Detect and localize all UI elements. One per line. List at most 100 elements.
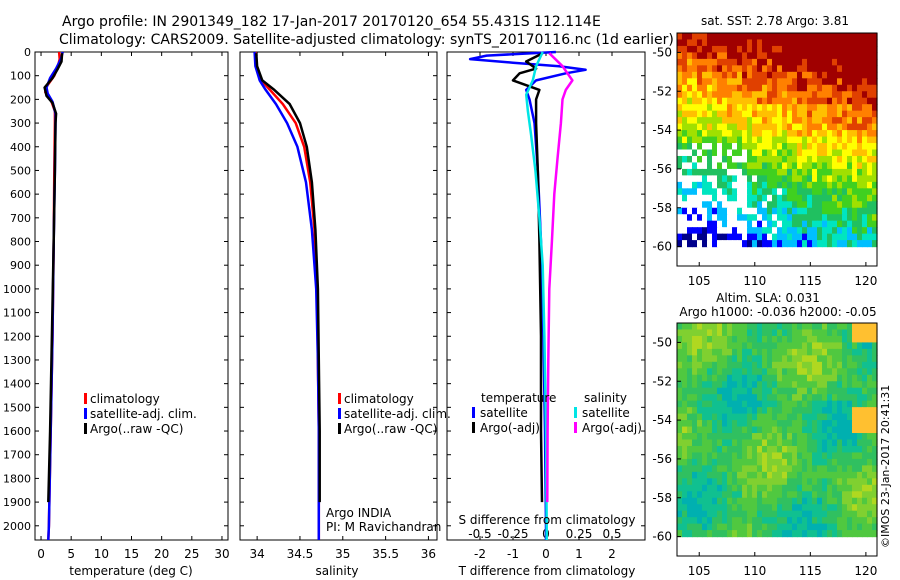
map-cell <box>817 45 823 54</box>
map-cell <box>787 420 793 428</box>
map-cell <box>782 465 788 473</box>
map-cell <box>707 110 713 118</box>
map-cell <box>862 162 868 170</box>
map-cell <box>807 530 813 538</box>
map-cell <box>822 220 828 228</box>
map-cell <box>762 394 768 402</box>
map-cell <box>737 181 743 189</box>
map-cell <box>752 497 758 505</box>
map-cell <box>732 143 738 151</box>
map-cell <box>707 207 713 215</box>
map-cell <box>867 400 873 408</box>
map-cell <box>682 491 688 499</box>
map-cell <box>707 104 713 112</box>
map-cell <box>732 478 738 486</box>
map-cell <box>757 517 763 525</box>
map-cell <box>782 342 788 350</box>
map-cell <box>727 71 733 79</box>
map-cell <box>682 194 688 202</box>
map-cell <box>757 439 763 447</box>
map-cell <box>852 168 858 176</box>
map-cell <box>782 181 788 189</box>
map-cell <box>827 227 833 235</box>
map-x-tick-label: 115 <box>799 564 822 578</box>
map-cell <box>752 426 758 434</box>
map-cell <box>772 478 778 486</box>
map-cell <box>782 149 788 157</box>
map-cell <box>712 426 718 434</box>
map-cell <box>747 452 753 460</box>
map-cell <box>867 220 873 228</box>
map-cell <box>827 407 833 415</box>
map-cell <box>837 175 843 183</box>
map-cell <box>712 530 718 538</box>
map-cell <box>817 104 823 112</box>
map-cell <box>742 407 748 415</box>
map-cell <box>842 497 848 505</box>
map-cell <box>757 381 763 389</box>
map-cell <box>697 530 703 538</box>
map-y-tick-label: -58 <box>652 491 672 505</box>
map-cell <box>742 452 748 460</box>
map-cell <box>782 400 788 408</box>
map-cell <box>837 143 843 151</box>
map-cell <box>787 491 793 499</box>
map-cell <box>762 517 768 525</box>
map-cell <box>867 214 873 222</box>
map-cell <box>857 394 863 402</box>
map-cell <box>802 355 808 363</box>
map-cell <box>717 491 723 499</box>
map-cell <box>687 413 693 421</box>
map-cell <box>817 491 823 499</box>
map-cell <box>857 233 863 241</box>
map-cell <box>727 58 733 66</box>
map-cell <box>852 110 858 118</box>
map-cell <box>722 329 728 337</box>
map-cell <box>697 188 703 196</box>
map-cell <box>707 484 713 492</box>
map-cell <box>862 91 868 99</box>
map-cell <box>712 168 718 176</box>
map-cell <box>822 188 828 196</box>
map-cell <box>722 407 728 415</box>
map-cell <box>752 439 758 447</box>
map-cell <box>702 214 708 222</box>
map-cell <box>797 188 803 196</box>
map-cell <box>742 497 748 505</box>
map-cell <box>822 407 828 415</box>
map-cell <box>677 361 683 369</box>
map-cell <box>677 523 683 531</box>
map-cell <box>807 504 813 512</box>
map-cell <box>852 420 858 428</box>
map-cell <box>747 188 753 196</box>
map-cell <box>767 117 773 125</box>
map-cell <box>742 123 748 131</box>
map-cell <box>862 233 868 241</box>
map-cell <box>827 58 833 66</box>
map-cell <box>707 58 713 66</box>
map-cell <box>687 71 693 79</box>
map-cell <box>737 39 743 47</box>
legend-label: satellite <box>480 406 528 420</box>
map-cell <box>692 91 698 99</box>
map-cell <box>752 97 758 105</box>
map-cell <box>722 497 728 505</box>
map-cell <box>732 394 738 402</box>
map-cell <box>712 181 718 189</box>
map-cell <box>812 220 818 228</box>
map-cell <box>722 168 728 176</box>
map-cell <box>827 400 833 408</box>
map-cell <box>682 175 688 183</box>
map-cell <box>862 117 868 125</box>
map-cell <box>827 39 833 47</box>
map-cell <box>847 465 853 473</box>
map-cell <box>772 368 778 376</box>
map-cell <box>782 45 788 54</box>
map-cell <box>822 491 828 499</box>
map-cell <box>712 91 718 99</box>
map-cell <box>767 510 773 518</box>
map-cell <box>742 323 748 331</box>
map-cell <box>732 123 738 131</box>
map-cell <box>797 97 803 105</box>
map-cell <box>727 240 733 248</box>
